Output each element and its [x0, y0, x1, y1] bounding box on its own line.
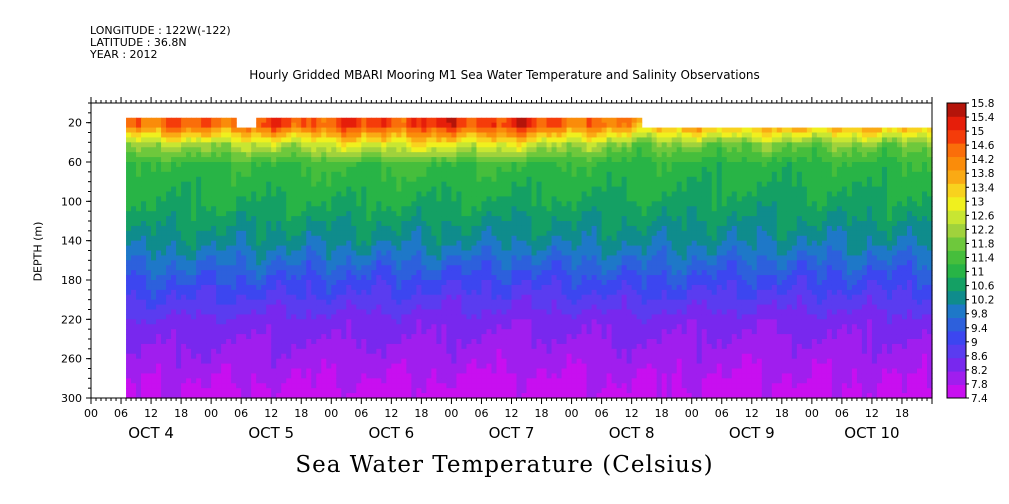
x-hour-label: 12	[264, 407, 278, 420]
x-hour-label: 18	[294, 407, 308, 420]
x-hour-label: 12	[505, 407, 519, 420]
x-hour-label: 12	[865, 407, 879, 420]
x-hour-label: 18	[895, 407, 909, 420]
x-hour-label: 06	[715, 407, 729, 420]
colorbar-swatch	[947, 263, 966, 278]
x-day-label: OCT 6	[368, 424, 414, 442]
year-label: YEAR : 2012	[90, 48, 158, 61]
colorbar-caption: Sea Water Temperature (Celsius)	[295, 452, 714, 478]
x-day-label: OCT 9	[729, 424, 775, 442]
colorbar-label: 15.8	[971, 98, 994, 110]
longitude-label: LONGITUDE : 122W(-122)	[90, 24, 231, 37]
x-hour-label: 06	[114, 407, 128, 420]
colorbar-swatch	[947, 143, 966, 158]
colorbar-label: 9.4	[971, 323, 988, 335]
colorbar-label: 13	[971, 196, 984, 208]
x-hour-label: 00	[204, 407, 218, 420]
x-hour-label: 12	[384, 407, 398, 420]
x-hour-label: 06	[595, 407, 609, 420]
colorbar-label: 8.6	[971, 351, 988, 363]
colorbar-label: 15	[971, 126, 984, 138]
colorbar-swatch	[947, 129, 966, 144]
colorbar-swatch	[947, 357, 966, 372]
x-hour-label: 06	[474, 407, 488, 420]
colorbar-swatch	[947, 196, 966, 211]
y-tick-label: 60	[68, 156, 82, 169]
colorbar-swatch	[947, 304, 966, 318]
colorbar-label: 14.2	[971, 154, 994, 166]
colorbar-swatch	[947, 277, 966, 292]
colorbar-swatch	[947, 183, 966, 198]
latitude-label: LATITUDE : 36.8N	[90, 36, 187, 49]
x-hour-label: 06	[354, 407, 368, 420]
y-tick-label: 260	[61, 353, 82, 366]
colorbar-frame	[946, 102, 967, 399]
colorbar-label: 12.2	[971, 224, 994, 236]
colorbar-label: 11.4	[971, 253, 995, 265]
colorbar-swatch	[947, 116, 966, 131]
chart-title: Hourly Gridded MBARI Mooring M1 Sea Wate…	[249, 68, 760, 82]
colorbar-label: 7.4	[971, 393, 988, 405]
colorbar-label: 14.6	[971, 140, 995, 152]
colorbar-swatch	[947, 237, 966, 251]
x-hour-label: 00	[324, 407, 338, 420]
x-hour-label: 18	[174, 407, 188, 420]
heatmap-cells	[126, 117, 933, 399]
y-tick-label: 180	[61, 274, 82, 287]
colorbar-swatch	[947, 250, 966, 265]
colorbar-label: 11	[971, 267, 984, 279]
colorbar-swatch	[947, 384, 966, 399]
colorbar-label: 12.6	[971, 210, 995, 222]
colorbar-swatch	[947, 371, 966, 385]
x-hour-label: 00	[444, 407, 458, 420]
colorbar-swatch	[947, 317, 966, 332]
colorbar-swatch	[947, 103, 966, 117]
x-hour-label: 18	[655, 407, 669, 420]
colorbar-label: 13.8	[971, 168, 994, 180]
y-tick-label: 220	[61, 313, 82, 326]
x-day-label: OCT 10	[844, 424, 899, 442]
colorbar-label: 15.4	[971, 112, 995, 124]
x-hour-label: 12	[144, 407, 158, 420]
colorbar-swatch	[947, 330, 966, 345]
colorbar-label: 11.8	[971, 238, 994, 250]
x-day-label: OCT 5	[248, 424, 294, 442]
colorbar-label: 9	[971, 337, 978, 349]
x-hour-label: 18	[414, 407, 428, 420]
colorbar-label: 13.4	[971, 182, 995, 194]
y-tick-label: 100	[61, 195, 82, 208]
x-day-label: OCT 4	[128, 424, 174, 442]
colorbar-swatch	[947, 156, 966, 171]
colorbar-swatch	[947, 170, 966, 184]
colorbar-label: 8.2	[971, 365, 988, 377]
colorbar-swatch	[947, 210, 966, 225]
y-tick-label: 140	[61, 235, 82, 248]
colorbar-swatch	[947, 223, 966, 238]
y-tick-label: 20	[68, 117, 82, 130]
x-hour-label: 18	[535, 407, 549, 420]
colorbar-label: 10.6	[971, 281, 995, 293]
colorbar-label: 7.8	[971, 379, 988, 391]
x-hour-label: 18	[775, 407, 789, 420]
colorbar-swatch	[947, 344, 966, 359]
x-hour-label: 12	[625, 407, 639, 420]
colorbar-label: 10.2	[971, 295, 994, 307]
colorbar-swatch	[947, 290, 966, 305]
x-hour-label: 00	[84, 407, 98, 420]
y-tick-label: 300	[61, 392, 82, 405]
x-day-label: OCT 8	[609, 424, 655, 442]
x-hour-label: 00	[685, 407, 699, 420]
x-hour-label: 00	[565, 407, 579, 420]
colorbar-label: 9.8	[971, 309, 988, 321]
x-hour-label: 00	[805, 407, 819, 420]
x-hour-label: 06	[234, 407, 248, 420]
x-day-label: OCT 7	[489, 424, 535, 442]
x-hour-label: 12	[745, 407, 759, 420]
x-hour-label: 06	[835, 407, 849, 420]
